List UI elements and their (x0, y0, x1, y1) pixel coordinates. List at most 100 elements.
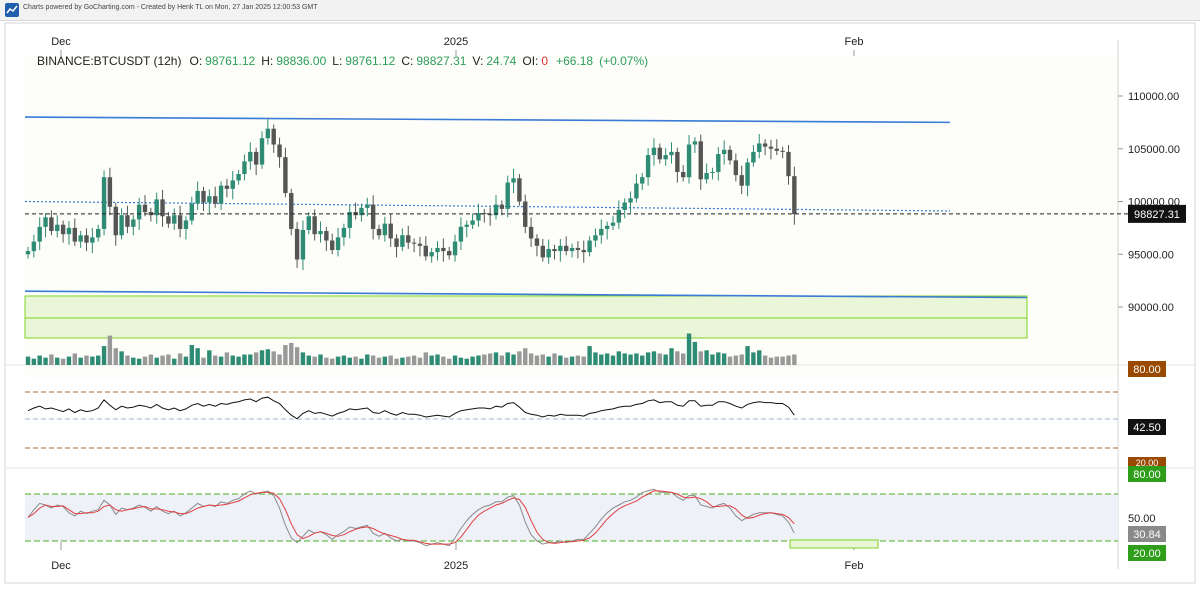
candle-body (359, 207, 364, 216)
candle-body (762, 143, 768, 147)
candle (634, 174, 639, 203)
candle-body (645, 155, 651, 178)
candle (534, 234, 540, 257)
stoch-mid-label: 50.00 (1128, 513, 1156, 525)
volume-bar (382, 356, 388, 365)
candle (727, 145, 733, 165)
chart-credit: Charts powered by GoCharting.com - Creat… (23, 4, 318, 11)
x-tick-label-bottom: 2025 (444, 560, 468, 572)
x-tick-label-top: 2025 (444, 36, 468, 48)
candle (394, 234, 399, 258)
volume-bar (400, 357, 405, 365)
candle-body (341, 227, 347, 238)
volume-bar (359, 358, 364, 365)
candle (96, 224, 101, 242)
candle (25, 246, 31, 259)
candle (762, 139, 768, 156)
candle-body (394, 238, 399, 247)
y-tick-label: 90000.00 (1128, 302, 1174, 314)
stoch-target-zone (789, 539, 879, 549)
candle (710, 167, 715, 180)
candle-body (698, 141, 703, 180)
candle-body (651, 147, 657, 156)
volume-bar (25, 356, 31, 365)
candle-body (733, 160, 739, 176)
close-label: C: (401, 54, 413, 68)
candle-body (148, 212, 154, 216)
volume-bar (593, 352, 598, 365)
candle (283, 147, 288, 198)
candle (768, 139, 774, 160)
volume-bar (107, 335, 113, 365)
candle-body (528, 226, 534, 239)
volume-bar (341, 355, 347, 365)
candle (675, 147, 680, 183)
rsi-current-label: 42.50 (1133, 422, 1161, 434)
x-tick-label-top: Feb (845, 36, 864, 48)
candle-body (66, 227, 72, 235)
volume-bar (90, 356, 95, 365)
candle-body (675, 151, 680, 172)
rsi-current-tag (1128, 419, 1166, 435)
candle (324, 226, 329, 252)
candle-body (628, 198, 633, 203)
candle (429, 247, 434, 263)
volume-bar (447, 358, 452, 365)
volume-bar (318, 354, 323, 365)
candle (593, 228, 598, 247)
volume-bar (66, 356, 72, 365)
candle-body (154, 199, 159, 216)
volume-bar (669, 348, 674, 365)
volume-bars (25, 333, 797, 365)
stoch-current-tag (1128, 526, 1166, 542)
candle (751, 145, 756, 167)
candle (786, 145, 791, 185)
volume-bar (675, 351, 680, 365)
candle (552, 244, 557, 260)
chart-area[interactable]: 98827.31 110000.00 105000.00 100000.00 95000… (0, 20, 1200, 589)
candle-body (60, 224, 66, 235)
candle-body (487, 214, 493, 216)
candle (587, 236, 592, 257)
open-label: O: (189, 54, 202, 68)
candle (382, 216, 388, 242)
candle-body (370, 204, 376, 229)
candle-body (177, 215, 183, 229)
candle (359, 203, 364, 222)
candle (651, 138, 657, 166)
volume-label: V: (472, 54, 483, 68)
volume-bar (312, 356, 317, 365)
chart-canvas[interactable]: 98827.31 110000.00 105000.00 100000.00 95000… (0, 20, 1200, 589)
volume-bar (324, 357, 329, 365)
candle-body (604, 225, 610, 229)
candle-body (136, 204, 142, 220)
candle (277, 137, 282, 168)
candle (207, 189, 212, 214)
oi-label: OI: (522, 54, 538, 68)
volume-bar (622, 353, 627, 365)
candle-body (721, 149, 727, 155)
volume-bar (213, 355, 218, 365)
candle-body (441, 247, 446, 252)
high-value: 98836.00 (276, 54, 326, 68)
candle (704, 163, 709, 184)
candle (183, 216, 189, 240)
candle-body (101, 177, 107, 229)
candle (347, 205, 352, 239)
volume-bar (55, 357, 60, 365)
volume-bar (698, 351, 703, 365)
candle-body (780, 150, 785, 152)
candle-body (447, 251, 452, 256)
volume-bar (692, 341, 698, 365)
candle (365, 197, 370, 217)
volume-bar (201, 357, 206, 365)
candle-body (72, 227, 77, 242)
volume-bar (406, 356, 411, 365)
volume-bar (277, 354, 282, 365)
volume-bar (365, 354, 370, 365)
volume-bar (780, 356, 785, 365)
candle (698, 134, 703, 190)
volume-bar (177, 353, 183, 365)
candle (154, 192, 159, 224)
x-tick-label-top: Dec (51, 36, 71, 48)
